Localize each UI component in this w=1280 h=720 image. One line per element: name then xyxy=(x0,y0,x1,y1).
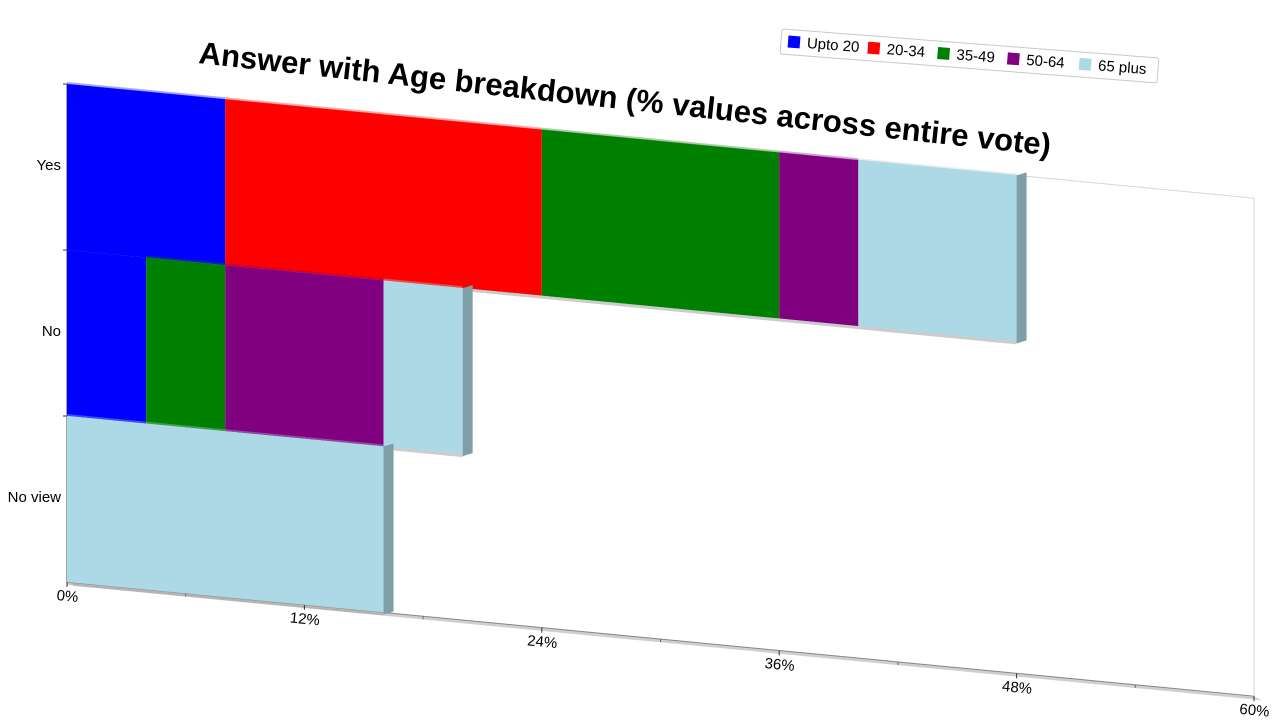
legend-swatch xyxy=(937,47,951,60)
y-axis: Yes No No view xyxy=(8,157,62,506)
plot-area xyxy=(63,82,1262,701)
legend-label: Upto 20 xyxy=(806,35,860,56)
category-label: No view xyxy=(8,489,62,506)
legend-swatch xyxy=(1006,52,1020,66)
x-tick-label: 12% xyxy=(289,609,321,629)
bar xyxy=(67,250,147,424)
x-tick-label: 36% xyxy=(764,655,796,675)
bar xyxy=(779,152,859,327)
legend-label: 35-49 xyxy=(956,46,996,66)
bar-side-face xyxy=(462,285,473,457)
x-tick-label: 24% xyxy=(526,632,558,652)
bar xyxy=(67,84,226,266)
bar-side-face xyxy=(383,443,394,615)
bar xyxy=(541,129,780,319)
category-label: No xyxy=(42,323,61,340)
category-label: Yes xyxy=(37,157,61,174)
legend-label: 65 plus xyxy=(1097,57,1147,78)
x-tick-label: 60% xyxy=(1239,701,1271,720)
legend-label: 50-64 xyxy=(1026,52,1066,72)
x-tick-label: 0% xyxy=(56,587,79,606)
legend: Upto 20 20-34 35-49 50-64 65 plus xyxy=(779,28,1160,84)
x-axis: 0% 12% 24% 36% 48% 60% xyxy=(56,582,1270,720)
legend-swatch xyxy=(1078,57,1092,71)
bar xyxy=(67,416,384,613)
bar-side-face xyxy=(1016,172,1027,344)
bar xyxy=(225,265,384,447)
x-tick-label: 48% xyxy=(1001,678,1033,698)
bar xyxy=(146,257,226,432)
bar xyxy=(225,99,542,296)
legend-swatch xyxy=(787,35,801,49)
legend-swatch xyxy=(867,41,881,55)
bar xyxy=(383,280,463,455)
bar xyxy=(858,160,1017,342)
legend-label: 20-34 xyxy=(886,41,926,61)
